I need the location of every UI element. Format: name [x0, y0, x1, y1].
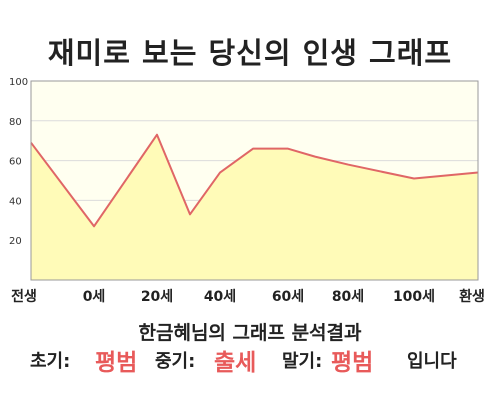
area-fill [31, 134, 478, 280]
middle-label: 중기: [155, 351, 196, 372]
x-tick-label: 40세 [204, 289, 236, 305]
x-tick-label: 20세 [141, 289, 173, 305]
y-tick-label: 100 [9, 77, 28, 88]
x-tick-label: 환생 [459, 288, 485, 305]
y-tick-label: 60 [9, 157, 22, 168]
late-result: 평범 [331, 350, 374, 376]
series-line [30, 133, 479, 228]
analysis-summary: 한금혜님의 그래프 분석결과 [138, 322, 362, 344]
page-title: 재미로 보는 당신의 인생 그래프 [47, 36, 453, 70]
late-label: 말기: [282, 351, 323, 372]
x-tick-label: 80세 [332, 289, 364, 305]
middle-result: 출세 [214, 350, 257, 376]
plot-border [30, 80, 479, 281]
y-tick-label: 20 [9, 236, 22, 247]
x-tick-label: 100세 [393, 289, 435, 305]
x-tick-label: 0세 [83, 289, 106, 305]
early-result: 평범 [95, 350, 138, 376]
x-tick-label: 전생 [11, 288, 37, 305]
x-tick-label: 60세 [272, 289, 304, 305]
ending-text: 입니다 [407, 351, 457, 372]
early-label: 초기: [30, 351, 71, 372]
y-tick-label: 80 [9, 117, 22, 128]
x-axis-ticks: 전생 0세 20세 40세 60세 80세 100세 환생 [11, 288, 485, 305]
y-tick-label: 40 [9, 196, 22, 207]
y-axis-ticks: 100 80 60 40 20 [9, 77, 28, 247]
